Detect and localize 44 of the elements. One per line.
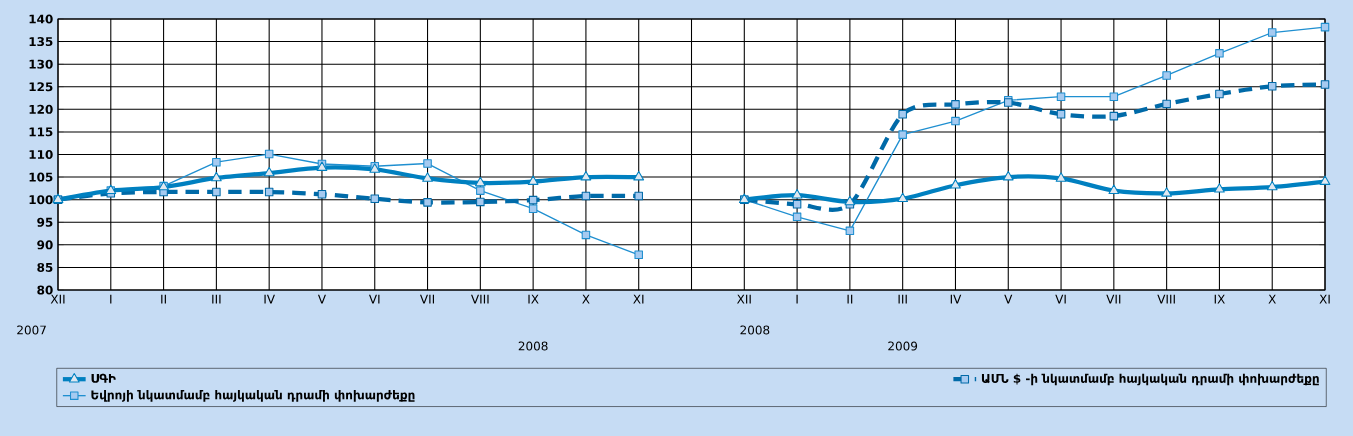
x-tick-label: III [212, 294, 221, 304]
y-tick-label: 105 [29, 172, 53, 182]
x-tick-label: XII [50, 294, 65, 304]
text: 2008 [740, 325, 770, 335]
x-tick-label: VI [368, 294, 380, 304]
text: 2007 [17, 325, 46, 335]
x-tick-label: IV [950, 294, 962, 304]
x-tick-label: VII [1106, 294, 1121, 304]
x-tick-label: V [1004, 294, 1013, 304]
y-tick-label: 110 [29, 149, 53, 160]
x-tick-label: VII [419, 294, 435, 304]
x-tick-label: X [1268, 294, 1276, 304]
x-tick-label: XI [1319, 294, 1330, 304]
legend-label: ԱՄՆ $ -ի նկատմամբ հայկական դրամի փոխարժեքը [981, 373, 1319, 386]
y-tick-label: 135 [29, 37, 53, 47]
y-tick-label: 140 [29, 14, 53, 24]
x-tick-label: X [582, 294, 590, 304]
y-tick-label: 130 [29, 59, 53, 69]
x-tick-label: IX [1214, 294, 1225, 304]
x-tick-label: IV [264, 294, 275, 304]
y-tick-label: 85 [37, 262, 53, 272]
x-tick-label: I [796, 294, 798, 304]
x-tick-label: II [161, 294, 166, 304]
y-tick-label: 80 [37, 285, 53, 295]
legend-label: ՍԳԻ [91, 373, 116, 383]
y-tick-label: 95 [37, 217, 53, 227]
x-tick-label: VI [1055, 294, 1066, 304]
x-tick-label: VIII [471, 294, 489, 304]
legend-label: Եվրոյի նկատմամբ հայկական դրամի փոխարժեքը [91, 390, 415, 402]
x-tick-label: I [110, 294, 112, 304]
y-tick-label: 125 [29, 82, 53, 92]
x-tick-label: IX [528, 294, 539, 304]
text: 2008 [518, 341, 548, 351]
y-tick-label: 115 [29, 127, 53, 137]
x-tick-label: XII [737, 294, 751, 304]
x-tick-label: VIII [1157, 294, 1175, 304]
text: 2009 [888, 341, 918, 351]
y-tick-label: 120 [29, 104, 53, 114]
x-tick-label: V [317, 294, 326, 304]
x-tick-label: II [847, 294, 853, 304]
y-tick-label: 100 [29, 195, 53, 205]
x-tick-label: III [898, 294, 907, 304]
x-tick-label: XI [633, 294, 644, 304]
y-tick-label: 90 [37, 240, 53, 250]
